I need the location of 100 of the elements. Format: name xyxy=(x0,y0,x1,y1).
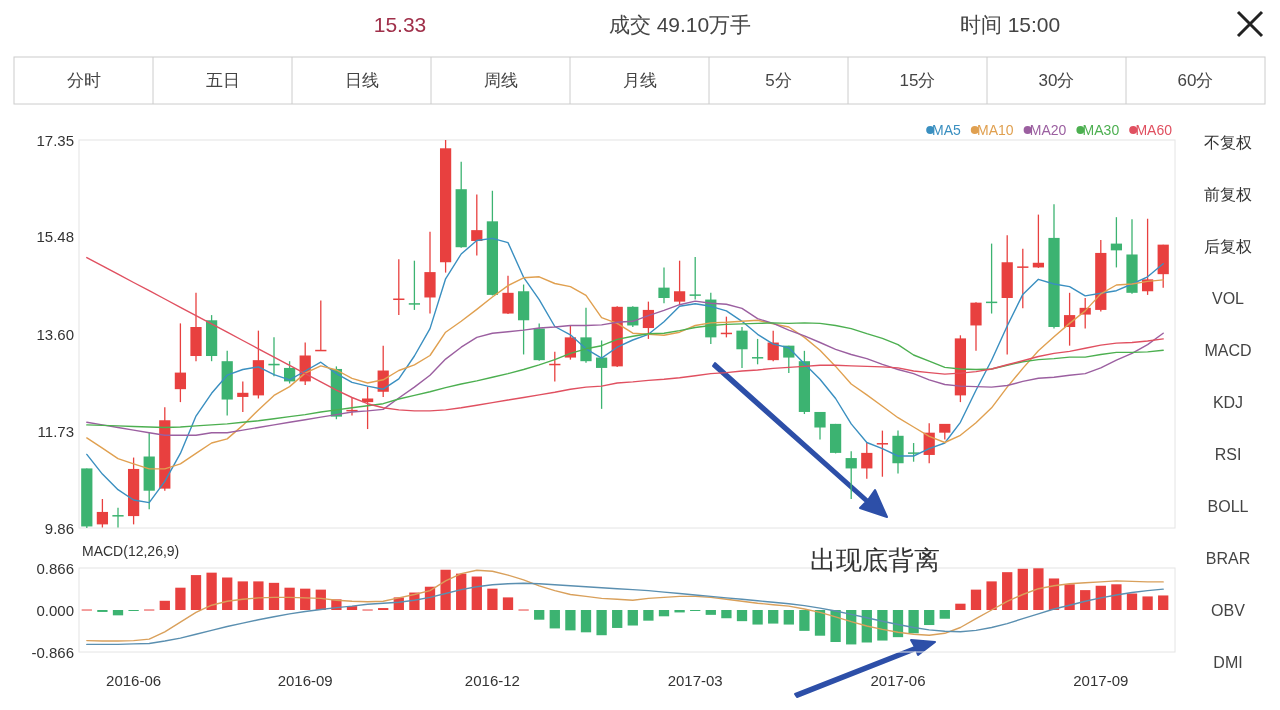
y-tick-label: 9.86 xyxy=(44,519,74,537)
bar xyxy=(721,610,732,619)
text: 60分 xyxy=(1177,70,1214,90)
text: BOLL xyxy=(1207,497,1249,515)
y-tick-label: 0.000 xyxy=(36,601,74,619)
bar xyxy=(487,588,498,610)
bar xyxy=(736,610,748,622)
bar xyxy=(112,610,124,616)
bar xyxy=(175,587,186,610)
bar xyxy=(596,610,607,636)
text: 月线 xyxy=(622,70,657,90)
bar xyxy=(627,610,638,626)
line-series xyxy=(86,322,1164,429)
candlestick xyxy=(689,256,701,301)
candlestick xyxy=(96,498,109,529)
bar xyxy=(768,610,779,624)
bar xyxy=(1080,590,1091,610)
candlestick xyxy=(751,338,764,365)
bar xyxy=(534,610,545,620)
y-tick-label: 17.35 xyxy=(36,131,74,149)
legend-label: MA5 xyxy=(932,122,961,138)
annotation: 出现底背离 xyxy=(810,545,940,575)
bar xyxy=(253,581,264,610)
y-tick-label: 13.60 xyxy=(36,325,74,343)
text: 不复权 xyxy=(1204,133,1252,151)
bar xyxy=(924,610,935,626)
candlestick xyxy=(471,193,483,257)
text: DMI xyxy=(1213,653,1243,671)
legend-label: MA20 xyxy=(1029,122,1067,138)
bar xyxy=(658,610,670,617)
bar xyxy=(799,610,810,631)
text: 15分 xyxy=(899,70,936,90)
bar xyxy=(1142,596,1153,610)
candlestick xyxy=(408,260,421,311)
y-tick-label: 15.48 xyxy=(36,228,74,246)
text: OBV xyxy=(1211,601,1246,619)
x-tick-label: 2017-09 xyxy=(1073,671,1129,689)
candlestick xyxy=(876,429,889,478)
bar xyxy=(1158,595,1169,610)
candlestick xyxy=(736,326,748,369)
candlestick xyxy=(907,442,920,463)
bar xyxy=(268,582,280,610)
x-tick-label: 2017-03 xyxy=(667,671,723,689)
y-tick-label: 11.73 xyxy=(37,422,74,440)
bar xyxy=(1033,568,1044,610)
legend-label: MA60 xyxy=(1135,122,1173,138)
text: 5分 xyxy=(765,70,792,90)
bar xyxy=(705,610,716,615)
text: KDJ xyxy=(1212,393,1244,411)
text: VOL xyxy=(1211,289,1245,307)
y-tick-label: -0.866 xyxy=(31,643,74,661)
bar xyxy=(456,573,467,610)
candlestick xyxy=(861,442,873,480)
text: 后复权 xyxy=(1204,237,1252,255)
bar xyxy=(580,610,592,633)
candlestick xyxy=(580,307,592,364)
text: 时间 15:00 xyxy=(959,12,1061,36)
candlestick xyxy=(564,324,577,361)
text: MACD xyxy=(1204,341,1252,359)
bar xyxy=(955,603,966,610)
bar xyxy=(814,610,826,636)
bar xyxy=(1017,568,1028,610)
bar xyxy=(549,610,560,629)
candlestick xyxy=(1017,248,1029,310)
candlestick xyxy=(845,450,857,500)
y-tick-label: 0.866 xyxy=(36,559,74,577)
bar xyxy=(1064,584,1075,610)
bar xyxy=(502,597,514,610)
bar xyxy=(986,581,997,610)
bar xyxy=(1002,572,1013,610)
line-series xyxy=(86,582,1164,646)
bar xyxy=(612,610,623,628)
bar xyxy=(440,569,451,610)
text: 分时 xyxy=(66,70,101,90)
x-tick-label: 2016-12 xyxy=(464,671,520,689)
x-tick-label: 2016-09 xyxy=(277,671,333,689)
text: 周线 xyxy=(483,70,518,90)
bar xyxy=(190,575,202,610)
text: 成交 49.10万手 xyxy=(608,12,752,36)
candlestick xyxy=(502,275,514,315)
bar xyxy=(970,589,982,610)
line-series xyxy=(86,300,1164,436)
bar xyxy=(284,587,295,610)
text: 五日 xyxy=(205,70,240,90)
bar xyxy=(877,610,888,641)
candlestick xyxy=(174,322,187,403)
legend-label: MA10 xyxy=(977,122,1014,138)
text: BRAR xyxy=(1205,549,1251,567)
candlestick xyxy=(237,380,249,413)
bar xyxy=(1126,593,1138,610)
bar xyxy=(237,581,248,610)
candlestick xyxy=(595,339,608,410)
candlestick xyxy=(658,266,670,304)
candlestick xyxy=(673,260,686,306)
bar xyxy=(206,572,217,610)
bar xyxy=(159,600,170,610)
bar xyxy=(471,576,482,610)
text: 30分 xyxy=(1038,70,1075,90)
text: 日线 xyxy=(344,70,379,90)
candlestick xyxy=(361,385,374,430)
